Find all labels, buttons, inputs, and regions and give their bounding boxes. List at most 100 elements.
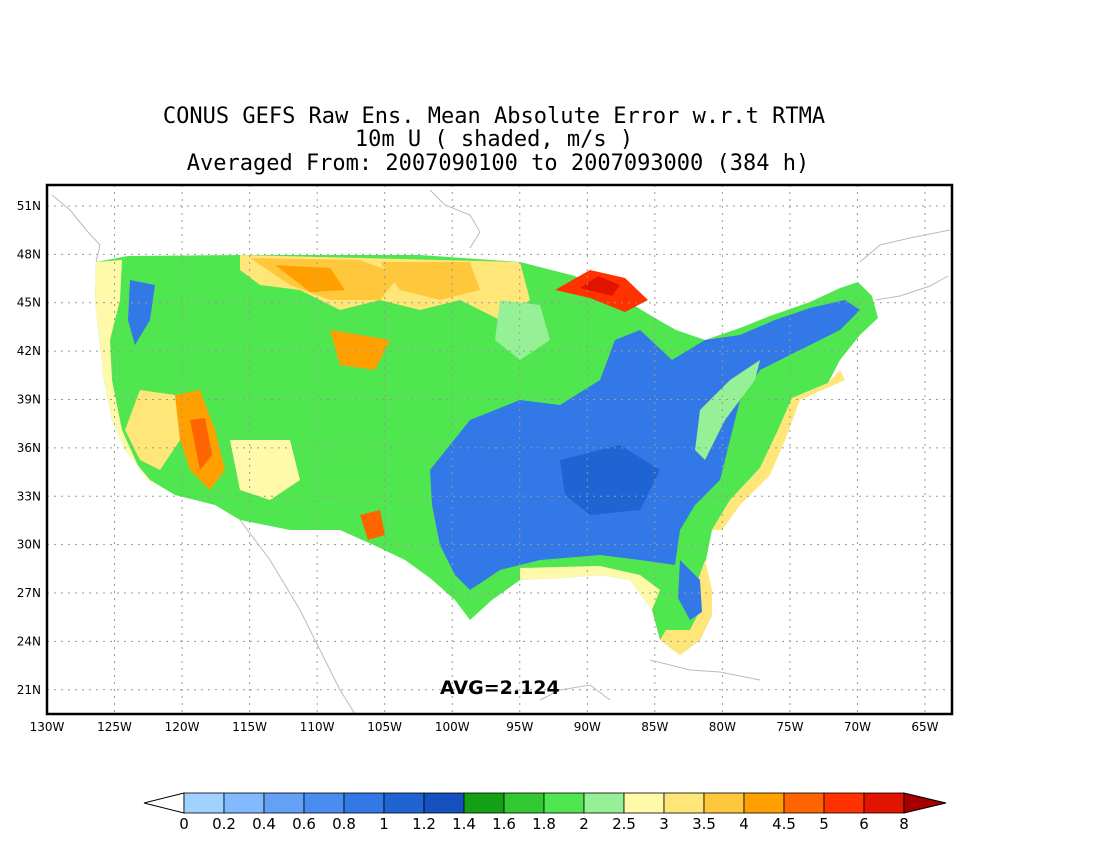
nova-scotia-coastline: [874, 275, 949, 301]
west-coast-fringe: [95, 260, 160, 495]
longitude-tick-label: 125W: [97, 720, 132, 734]
map-frame: [45, 183, 954, 716]
ohio-valley-low-error: [560, 445, 660, 515]
colorbar-label: 4.5: [772, 815, 796, 833]
colorbar-low-extension: [143, 792, 185, 814]
longitude-tick-labels: 130W 125W 120W 115W 110W 105W 100W 95W 90W 85W 80W…: [30, 720, 939, 734]
longitude-tick-label: 115W: [232, 720, 267, 734]
dakota-high-error: [275, 265, 345, 292]
latitude-tick-label: 30N: [17, 538, 41, 552]
coastlines: [51, 189, 951, 714]
colorbar-swatch: [583, 792, 625, 814]
field-shading: [95, 255, 878, 655]
latitude-tick-label: 45N: [17, 296, 41, 310]
colorbar-label: 0.2: [212, 815, 236, 833]
longitude-tick-label: 80W: [709, 720, 736, 734]
florida-low-error: [678, 560, 702, 620]
wyoming-high-error: [330, 330, 390, 370]
colorbar-label: 1.8: [532, 815, 556, 833]
colorbar-label: 0: [179, 815, 189, 833]
yucatan-coastline: [539, 684, 611, 701]
southwest-yellow: [125, 390, 180, 470]
latitude-tick-label: 21N: [17, 683, 41, 697]
colorbar: [143, 792, 947, 814]
colorbar-label: 1: [379, 815, 389, 833]
colorbar-swatch: [543, 792, 585, 814]
great-lakes-green: [495, 300, 550, 360]
colorbar-label: 5: [819, 815, 829, 833]
colorbar-label: 4: [739, 815, 749, 833]
colorbar-swatch: [703, 792, 745, 814]
east-coast-fringe: [712, 370, 845, 530]
upper-peninsula-core: [580, 276, 620, 296]
longitude-tick-label: 90W: [574, 720, 601, 734]
longitude-tick-label: 100W: [435, 720, 470, 734]
atlantic-canada-coastline: [859, 229, 951, 263]
mexico-coastline: [239, 519, 356, 714]
colorbar-label: 2: [579, 815, 589, 833]
colorbar-swatch: [383, 792, 425, 814]
colorbar-label: 6: [859, 815, 869, 833]
colorbar-label: 0.4: [252, 815, 276, 833]
latitude-tick-label: 51N: [17, 199, 41, 213]
longitude-tick-label: 105W: [367, 720, 402, 734]
colorbar-label: 1.2: [412, 815, 436, 833]
colorbar-swatch: [463, 792, 505, 814]
gulf-coast-fringe: [520, 566, 660, 610]
longitude-tick-label: 85W: [641, 720, 668, 734]
colorbar-label: 2.5: [612, 815, 636, 833]
cuba-coastline: [649, 659, 761, 681]
latitude-tick-label: 24N: [17, 634, 41, 648]
appalachian-green: [695, 360, 760, 460]
colorbar-label: 0.6: [292, 815, 316, 833]
colorbar-swatch: [823, 792, 865, 814]
longitude-tick-label: 75W: [776, 720, 803, 734]
average-value: AVG=2.124: [440, 677, 560, 699]
canada-coastline: [51, 194, 101, 263]
texas-high-error: [360, 510, 385, 540]
colorbar-labels: 0 0.2 0.4 0.6 0.8 1 1.2 1.4 1.6 1.8 2 2.5 3 3.5 4 4.5 5 6…: [179, 815, 909, 833]
title-line-2: 10m U ( shaded, m/s ): [355, 127, 633, 152]
colorbar-swatch: [743, 792, 785, 814]
arizona-yellow: [230, 440, 300, 500]
longitude-tick-label: 130W: [30, 720, 65, 734]
longitude-tick-label: 95W: [506, 720, 533, 734]
title-line-1: CONUS GEFS Raw Ens. Mean Absolute Error …: [163, 104, 825, 129]
colorbar-label: 3: [659, 815, 669, 833]
colorbar-high-extension: [903, 792, 947, 814]
title-line-3: Averaged From: 2007090100 to 2007093000 …: [187, 151, 810, 176]
map-plot: AVG=2.124: [47, 185, 952, 714]
colorbar-swatch: [783, 792, 825, 814]
colorbar-swatch: [263, 792, 305, 814]
pacific-nw-low-error: [128, 280, 155, 345]
colorbar-label: 0.8: [332, 815, 356, 833]
colorbar-swatch: [423, 792, 465, 814]
colorbar-swatch: [623, 792, 665, 814]
longitude-tick-label: 70W: [844, 720, 871, 734]
colorbar-label: 8: [899, 815, 909, 833]
latitude-tick-label: 39N: [17, 393, 41, 407]
colorbar-swatch: [183, 792, 225, 814]
colorbar-swatch: [343, 792, 385, 814]
colorbar-label: 3.5: [692, 815, 716, 833]
latitude-tick-label: 36N: [17, 441, 41, 455]
colorbar-swatch: [863, 792, 905, 814]
colorbar-swatch: [303, 792, 345, 814]
longitude-tick-label: 120W: [165, 720, 200, 734]
colorbar-swatch: [223, 792, 265, 814]
latitude-tick-labels: 51N 48N 45N 42N 39N 36N 33N 30N 27N 24N 21N: [17, 199, 41, 697]
latitude-tick-label: 42N: [17, 344, 41, 358]
latitude-tick-label: 33N: [17, 489, 41, 503]
great-basin-core: [190, 418, 212, 470]
colorbar-swatch: [503, 792, 545, 814]
longitude-tick-label: 110W: [300, 720, 335, 734]
longitude-tick-label: 65W: [911, 720, 938, 734]
colorbar-label: 1.6: [492, 815, 516, 833]
latitude-tick-label: 27N: [17, 586, 41, 600]
colorbar-label: 1.4: [452, 815, 476, 833]
latitude-tick-label: 48N: [17, 247, 41, 261]
plains-high-error: [380, 262, 480, 300]
hudson-coastline: [429, 189, 481, 249]
colorbar-swatch: [663, 792, 705, 814]
